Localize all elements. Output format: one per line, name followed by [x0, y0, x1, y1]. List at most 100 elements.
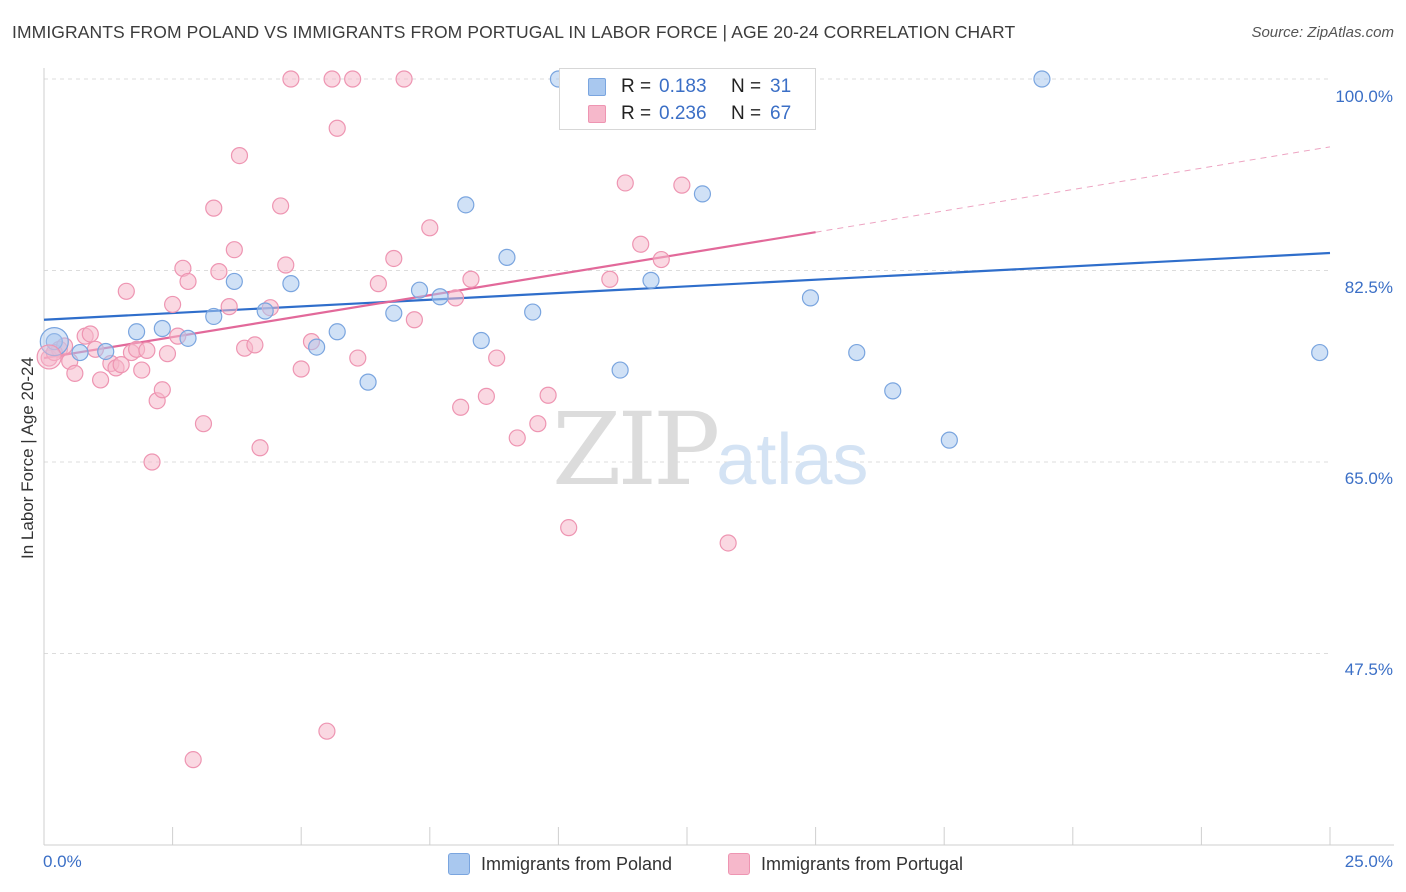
poland-point [1033, 70, 1051, 88]
portugal-point [616, 174, 634, 192]
chart-title: IMMIGRANTS FROM POLAND VS IMMIGRANTS FRO… [12, 22, 1016, 42]
legend-r-value: 0.236 [659, 103, 707, 124]
legend-n-value: 31 [770, 76, 792, 97]
portugal-point [529, 415, 547, 433]
portugal-point [601, 270, 619, 288]
poland-point [642, 271, 660, 289]
portugal-point [230, 147, 249, 165]
poland-point [359, 373, 377, 391]
portugal-point [560, 519, 578, 537]
stats-legend: R = 0.183 N = 31 R = 0.236 N = 67 [559, 68, 816, 130]
portugal-point [508, 429, 526, 447]
portugal-point [205, 199, 223, 217]
portugal-point [179, 272, 197, 291]
portugal-point [652, 250, 670, 269]
portugal-point [210, 262, 228, 281]
poland-point [256, 302, 274, 320]
poland-point [693, 185, 712, 203]
portugal-point [251, 439, 269, 457]
poland-point [153, 319, 171, 338]
poland-legend-label: Immigrants from Poland [481, 854, 673, 874]
poland-point [848, 343, 866, 362]
portugal-point [81, 325, 99, 343]
portugal-point [395, 70, 413, 88]
portugal-point [184, 751, 202, 769]
poland-point [472, 331, 490, 350]
portugal-point [421, 219, 439, 237]
poland-point [1311, 343, 1329, 362]
legend-n-value: 67 [770, 103, 792, 124]
portugal-legend-label: Immigrants from Portugal [761, 854, 964, 874]
legend-r-value: 0.183 [659, 76, 707, 97]
poland-point [940, 431, 958, 449]
portugal-point [246, 336, 264, 354]
y-tick-label-47-5: 47.5% [1344, 660, 1393, 679]
portugal-point [488, 349, 506, 367]
poland-point [308, 338, 326, 356]
zipatlas-watermark: ZIPatlas [552, 400, 868, 510]
portugal-point [477, 387, 495, 405]
legend-n-label: N = [731, 103, 762, 124]
y-tick-label-82-5: 82.5% [1344, 278, 1393, 297]
portugal-point [385, 249, 403, 268]
portugal-cluster-point [36, 344, 62, 370]
poland-legend-swatch [448, 853, 470, 875]
poland-point [179, 329, 197, 347]
portugal-point [344, 70, 362, 88]
portugal-point [349, 349, 367, 367]
poland-point [410, 281, 429, 299]
portugal-point [277, 256, 295, 274]
y-tick-label-100: 100.0% [1335, 87, 1393, 106]
portugal-point [369, 275, 387, 293]
watermark-atlas: atlas [716, 420, 869, 500]
poland-point [97, 342, 115, 361]
poland-point [457, 196, 475, 214]
portugal-trend-extension [815, 146, 1331, 233]
portugal-point [153, 381, 171, 399]
portugal-point [66, 364, 84, 382]
poland-point [127, 323, 146, 341]
poland-point [225, 272, 243, 291]
portugal-trend-line [43, 231, 816, 360]
portugal-legend-swatch [728, 853, 750, 875]
poland-point [884, 382, 902, 400]
legend-n-label: N = [731, 76, 762, 97]
portugal-point [117, 282, 135, 300]
legend-r-label: R = [621, 103, 652, 124]
portugal-point [272, 197, 290, 215]
x-tick-label-max: 25.0% [1344, 852, 1393, 871]
portugal-swatch [588, 105, 606, 123]
portugal-point [452, 398, 470, 416]
portugal-point [539, 386, 557, 404]
poland-point [801, 289, 820, 307]
portugal-point [138, 341, 156, 359]
portugal-point [225, 241, 243, 259]
portugal-point [194, 415, 213, 433]
portugal-point [292, 360, 310, 378]
poland-point [71, 343, 89, 362]
y-tick-label-65: 65.0% [1344, 469, 1393, 488]
portugal-point [462, 270, 480, 288]
portugal-point [164, 295, 182, 314]
poland-point [611, 361, 629, 379]
poland-cluster-point [39, 327, 69, 357]
portugal-point [446, 289, 465, 307]
poland-point [431, 288, 449, 306]
poland-point [498, 248, 516, 266]
portugal-point [91, 371, 110, 389]
portugal-point [133, 361, 151, 379]
portugal-point [328, 119, 346, 137]
portugal-point [405, 311, 423, 329]
poland-point [282, 275, 300, 293]
portugal-point [632, 235, 650, 253]
poland-point [385, 304, 403, 322]
portugal-point [318, 722, 336, 740]
poland-swatch [588, 78, 606, 96]
portugal-point [323, 70, 341, 88]
poland-point [524, 303, 542, 321]
poland-point [205, 307, 223, 326]
portugal-point [158, 345, 177, 363]
legend-r-label: R = [621, 76, 652, 97]
portugal-point [719, 534, 737, 552]
portugal-point [112, 356, 130, 374]
